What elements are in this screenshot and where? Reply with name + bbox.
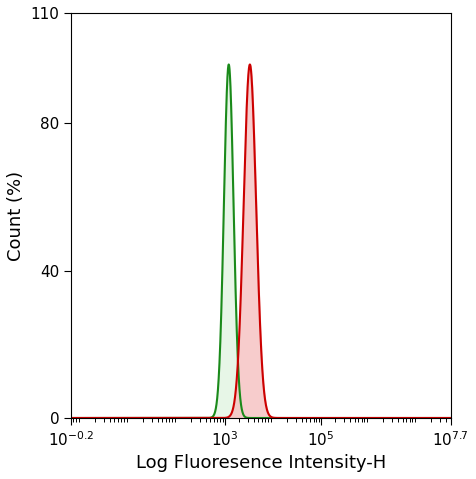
Y-axis label: Count (%): Count (%) <box>7 171 25 261</box>
X-axis label: Log Fluoresence Intensity-H: Log Fluoresence Intensity-H <box>136 454 386 472</box>
